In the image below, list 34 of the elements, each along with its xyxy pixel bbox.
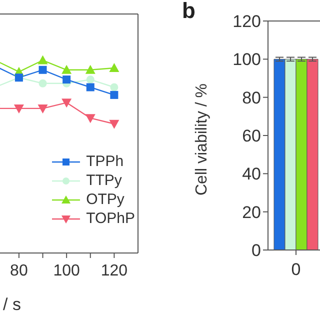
y-tick-label: 40 (242, 164, 261, 184)
y-tick-label: 100 (232, 50, 261, 70)
legend-label: TOPhP (86, 209, 135, 228)
point (110, 83, 118, 92)
x-tick-label: 0 (291, 260, 301, 280)
point (38, 66, 47, 74)
legend-label: TTPy (86, 171, 122, 190)
point (109, 62, 120, 72)
point (38, 79, 47, 88)
y-tick-label: 60 (242, 126, 261, 146)
point (86, 76, 94, 84)
point (85, 64, 96, 74)
point (38, 55, 48, 64)
legend-label: OTPy (86, 190, 124, 209)
point (62, 98, 72, 108)
legend-label: TPPh (86, 152, 124, 171)
x-tick-label: 120 (100, 262, 128, 280)
point (38, 104, 48, 114)
y-tick-label: 80 (242, 88, 261, 108)
point (85, 114, 96, 124)
point (110, 90, 118, 99)
x-axis-title: / s (3, 295, 21, 314)
point (86, 83, 94, 92)
point (62, 76, 71, 84)
x-tick-label: 100 (53, 262, 80, 280)
y-tick-label: 20 (242, 202, 261, 222)
y-tick-label: 120 (232, 12, 261, 32)
point (62, 64, 72, 74)
point (14, 104, 24, 114)
y-axis-title: Cell viability / % (194, 83, 211, 196)
point (109, 120, 120, 129)
x-tick-label: 80 (10, 262, 28, 280)
y-tick-label: 0 (252, 241, 261, 260)
chart-title: b (182, 0, 196, 24)
